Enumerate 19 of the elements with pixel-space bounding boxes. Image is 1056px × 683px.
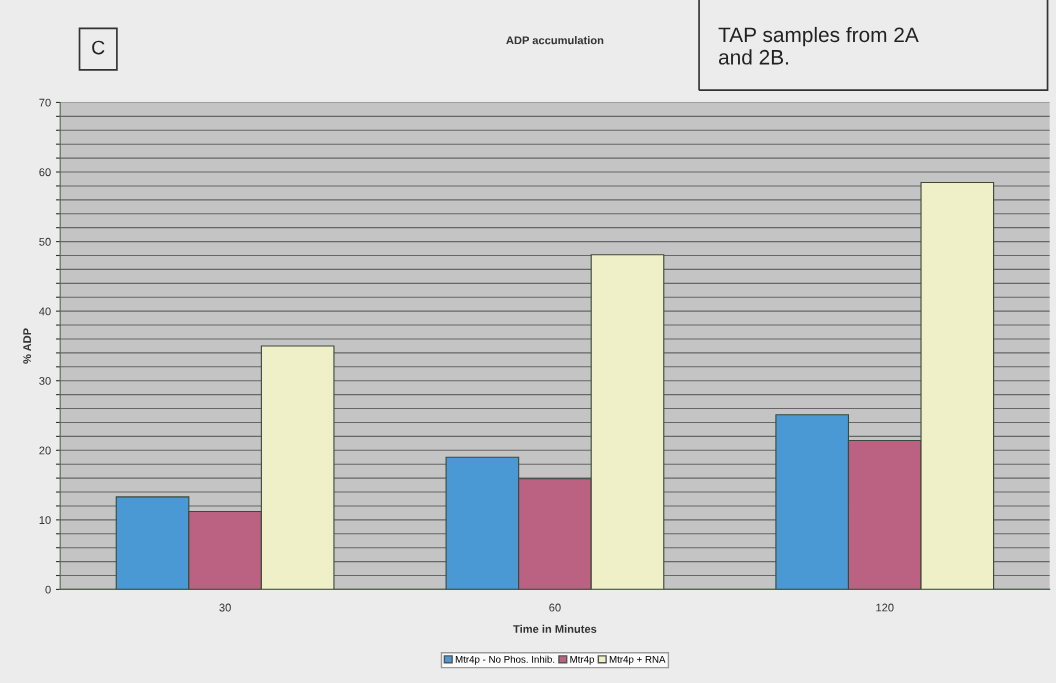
- y-tick-label: 0: [45, 585, 51, 594]
- y-tick-label: 70: [39, 98, 51, 107]
- y-tick-label: 50: [39, 237, 51, 246]
- y-tick-label: 30: [39, 376, 51, 385]
- y-tick-label: 20: [39, 446, 51, 455]
- legend-label: Mtr4p: [570, 656, 595, 665]
- x-axis-title: Time in Minutes: [513, 624, 597, 633]
- text: C: [92, 40, 105, 55]
- x-tick-label: 30: [219, 603, 231, 612]
- y-tick-label: 10: [39, 516, 51, 524]
- legend-label: Mtr4p - No Phos. Inhib.: [455, 655, 555, 665]
- y-tick-label: 60: [39, 168, 51, 177]
- legend-label: Mtr4p + RNA: [609, 656, 666, 665]
- x-tick-label: 120: [876, 603, 894, 612]
- y-axis-title: % ADP: [23, 328, 32, 364]
- chart-title: ADP accumulation: [506, 36, 604, 45]
- x-tick-label: 60: [549, 603, 561, 612]
- y-tick-label: 40: [39, 307, 51, 316]
- text: TAP samples from 2A and 2B.: [718, 26, 919, 65]
